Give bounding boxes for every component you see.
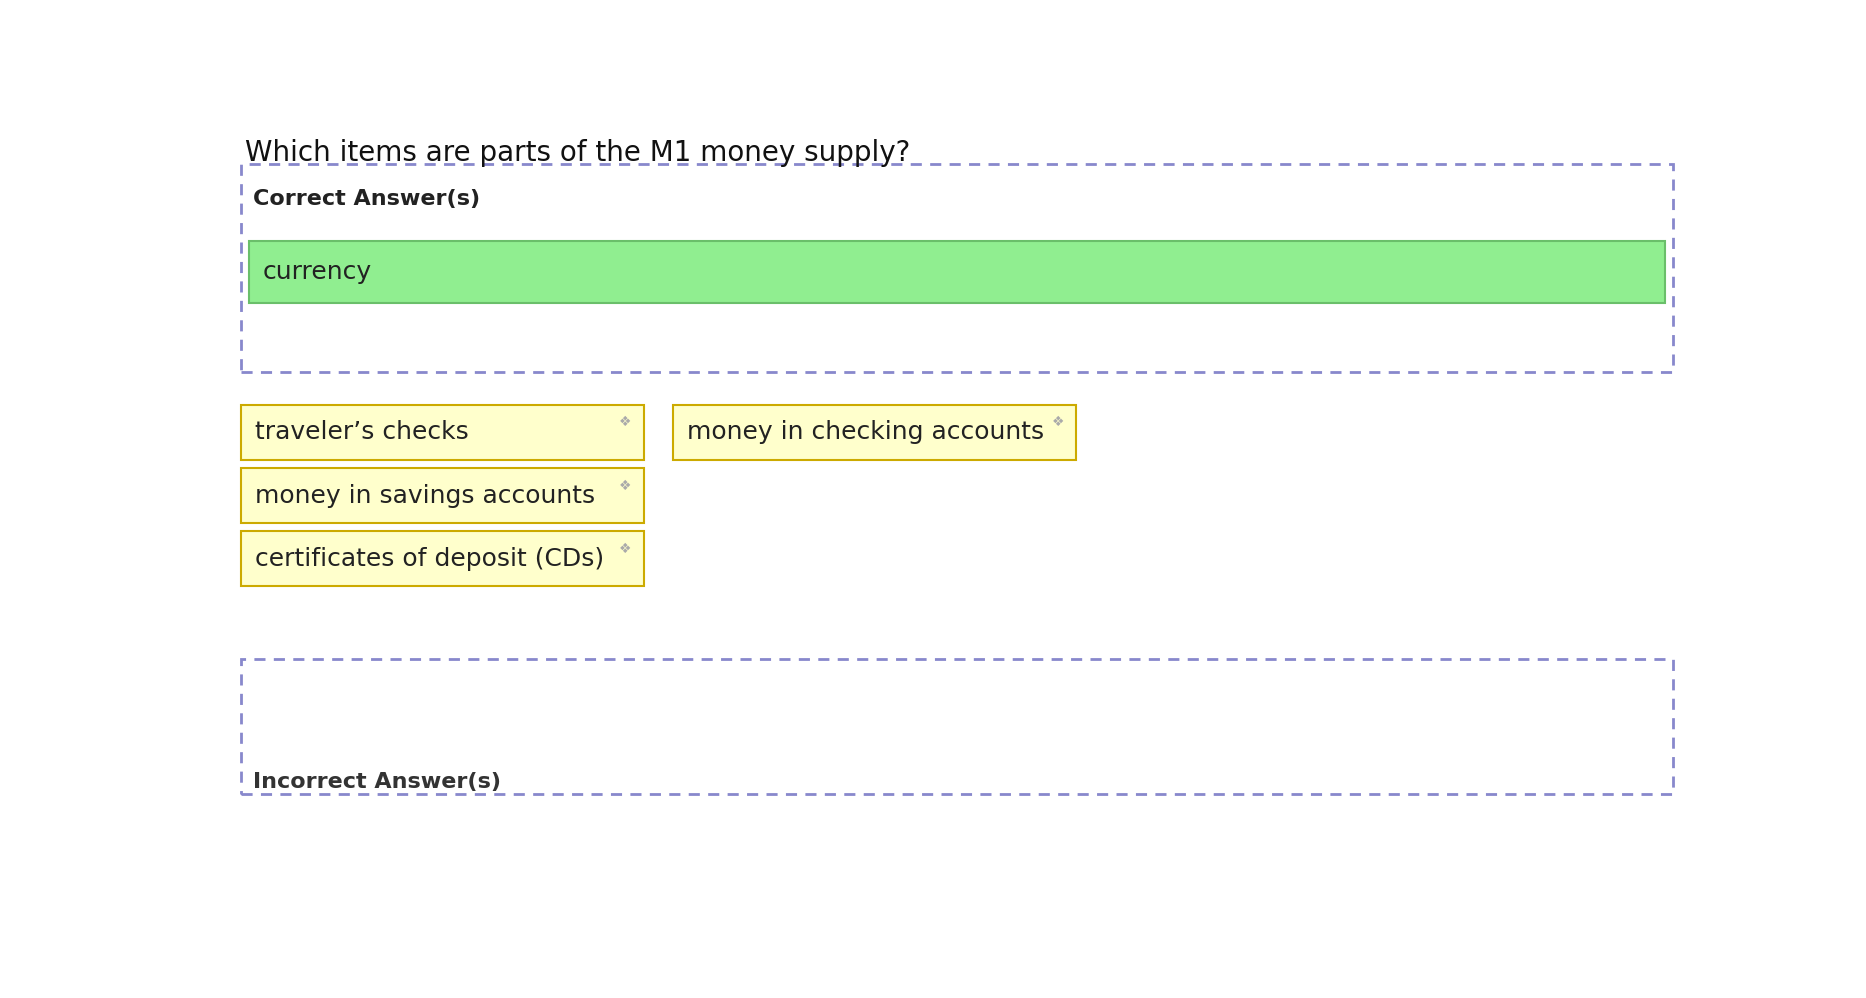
FancyBboxPatch shape (241, 531, 644, 587)
FancyBboxPatch shape (674, 404, 1077, 460)
FancyBboxPatch shape (248, 242, 1666, 303)
FancyBboxPatch shape (241, 404, 644, 460)
Text: ❖: ❖ (620, 415, 631, 429)
Text: ❖: ❖ (620, 542, 631, 556)
FancyBboxPatch shape (241, 468, 644, 523)
Text: Which items are parts of the M1 money supply?: Which items are parts of the M1 money su… (244, 139, 911, 167)
Text: money in savings accounts: money in savings accounts (256, 483, 595, 508)
Text: Correct Answer(s): Correct Answer(s) (252, 189, 480, 209)
Text: traveler’s checks: traveler’s checks (256, 420, 468, 444)
Text: money in checking accounts: money in checking accounts (687, 420, 1045, 444)
Text: currency: currency (263, 260, 371, 284)
Text: certificates of deposit (CDs): certificates of deposit (CDs) (256, 547, 605, 571)
FancyBboxPatch shape (241, 659, 1674, 793)
Text: ❖: ❖ (1052, 415, 1064, 429)
Text: ❖: ❖ (620, 479, 631, 493)
FancyBboxPatch shape (241, 165, 1674, 372)
Text: Incorrect Answer(s): Incorrect Answer(s) (252, 771, 500, 792)
